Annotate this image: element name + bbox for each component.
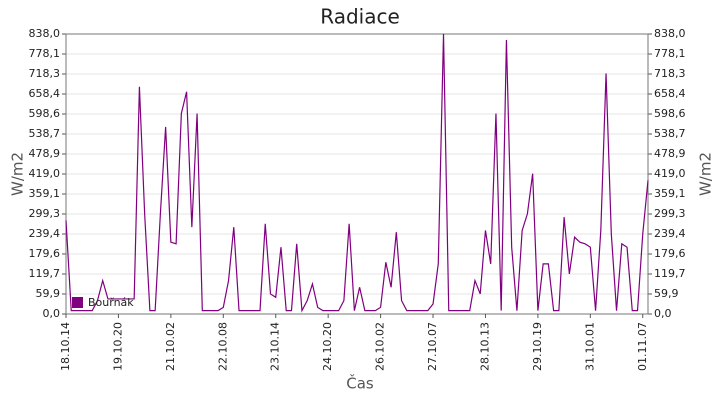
y-tick-label: 538,7 [29,127,61,140]
y2-tick-label: 778,1 [654,47,686,60]
y-tick-label: 419,0 [29,167,61,180]
y-tick-label: 359,1 [29,187,61,200]
y2-tick-label: 598,6 [654,107,686,120]
y2-tick-label: 179,6 [654,247,686,260]
chart-title: Radiace [320,5,400,29]
y2-tick-label: 59,9 [654,287,679,300]
x-tick-label: 22.10.08 [216,322,229,371]
x-tick-label: 31.10.01 [583,322,596,371]
y-tick-label: 778,1 [29,47,61,60]
data-line [65,33,649,313]
y-axis-label: W/m2 [9,152,27,196]
y-tick-label: 478,9 [29,147,61,160]
x-tick-label: 24.10.20 [321,322,334,371]
x-tick-label: 28.10.13 [478,322,491,371]
x-tick-label: 23.10.14 [269,322,282,371]
x-tick-label: 29.10.19 [531,322,544,371]
legend-swatch [72,297,83,308]
y-tick-label: 59,9 [36,287,61,300]
x-axis-label: Čas [346,374,374,393]
y2-tick-label: 538,7 [654,127,686,140]
y2-tick-label: 718,3 [654,67,686,80]
y2-tick-label: 0,0 [654,307,672,320]
y-tick-label: 598,6 [29,107,61,120]
y-tick-label: 658,4 [29,87,61,100]
legend-label: Bouřnák [88,296,134,309]
x-tick-label: 21.10.02 [164,322,177,371]
x-tick-label: 01.11.07 [636,322,649,371]
x-tick-label: 26.10.02 [374,322,387,371]
y2-tick-label: 419,0 [654,167,686,180]
x-tick-label: 18.10.14 [59,322,72,371]
y2-tick-label: 119,7 [654,267,686,280]
x-tick-label: 27.10.07 [426,322,439,371]
y-tick-label: 0,0 [43,307,61,320]
y-tick-label: 119,7 [29,267,61,280]
y-tick-label: 179,6 [29,247,61,260]
y2-tick-label: 359,1 [654,187,686,200]
y2-tick-label: 299,3 [654,207,686,220]
y-tick-label: 718,3 [29,67,61,80]
plot-frame [65,33,649,315]
x-tick-label: 19.10.20 [111,322,124,371]
y2-tick-label: 658,4 [654,87,686,100]
y-tick-label: 838,0 [29,27,61,40]
y2-axis-label: W/m2 [697,152,715,196]
y2-tick-label: 239,4 [654,227,686,240]
y-tick-label: 239,4 [29,227,61,240]
y2-tick-label: 478,9 [654,147,686,160]
y-tick-label: 299,3 [29,207,61,220]
y2-tick-label: 838,0 [654,27,686,40]
